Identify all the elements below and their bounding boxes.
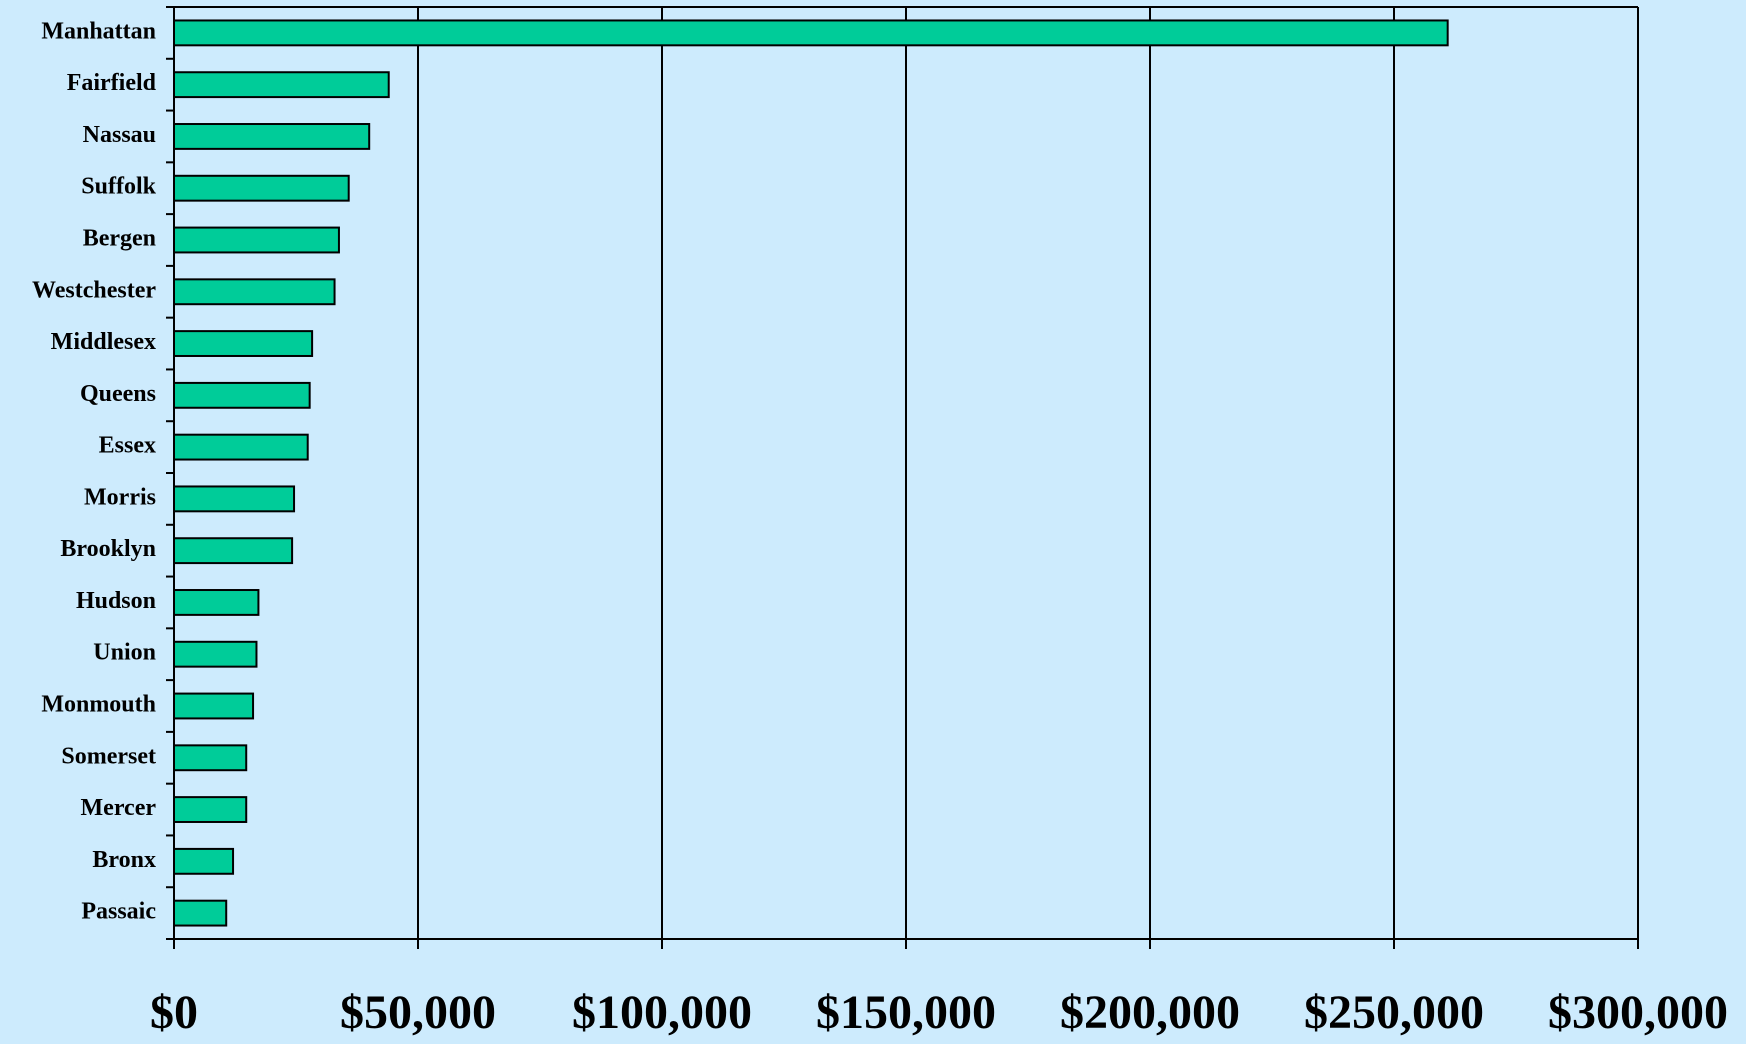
y-tick-label: Bergen — [83, 226, 156, 252]
bar — [173, 899, 228, 927]
y-tick-label: Manhattan — [41, 18, 156, 44]
y-tick-label: Fairfield — [67, 70, 157, 96]
bar — [173, 589, 260, 616]
y-tick-label: Monmouth — [41, 692, 156, 718]
bar — [173, 174, 350, 202]
y-tick-label: Essex — [99, 433, 156, 459]
bar — [173, 640, 258, 668]
bar — [173, 278, 336, 306]
bar — [173, 19, 1449, 47]
x-tick-label: $200,000 — [1060, 986, 1240, 1039]
bar — [173, 71, 390, 99]
y-tick-label: Middlesex — [51, 329, 156, 355]
x-tick-label: $300,000 — [1548, 986, 1728, 1039]
bar — [173, 537, 294, 565]
x-tick-label: $0 — [150, 986, 198, 1039]
y-tick-label: Nassau — [83, 122, 156, 148]
y-tick-label: Suffolk — [81, 174, 156, 200]
bar — [173, 123, 371, 150]
x-tick-label: $150,000 — [816, 986, 996, 1039]
y-tick-label: Hudson — [76, 588, 156, 614]
bar — [173, 226, 340, 254]
y-tick-label: Somerset — [61, 743, 156, 769]
bar — [173, 744, 248, 772]
y-tick-label: Westchester — [32, 277, 156, 303]
y-tick-label: Brooklyn — [60, 536, 156, 562]
y-tick-label: Queens — [80, 381, 156, 407]
x-tick-label: $250,000 — [1304, 986, 1484, 1039]
bar — [173, 485, 296, 513]
y-tick-label: Union — [93, 640, 156, 666]
bar — [173, 330, 314, 357]
bar — [173, 692, 255, 720]
y-tick-label: Passaic — [81, 899, 156, 925]
bar — [173, 847, 235, 875]
bar — [173, 796, 248, 823]
y-tick-label: Morris — [84, 484, 156, 510]
x-tick-label: $50,000 — [340, 986, 496, 1039]
y-tick-label: Mercer — [81, 795, 157, 821]
bar — [173, 381, 311, 409]
y-tick-label: Bronx — [92, 847, 156, 873]
x-tick-label: $100,000 — [572, 986, 752, 1039]
bar — [173, 433, 309, 461]
